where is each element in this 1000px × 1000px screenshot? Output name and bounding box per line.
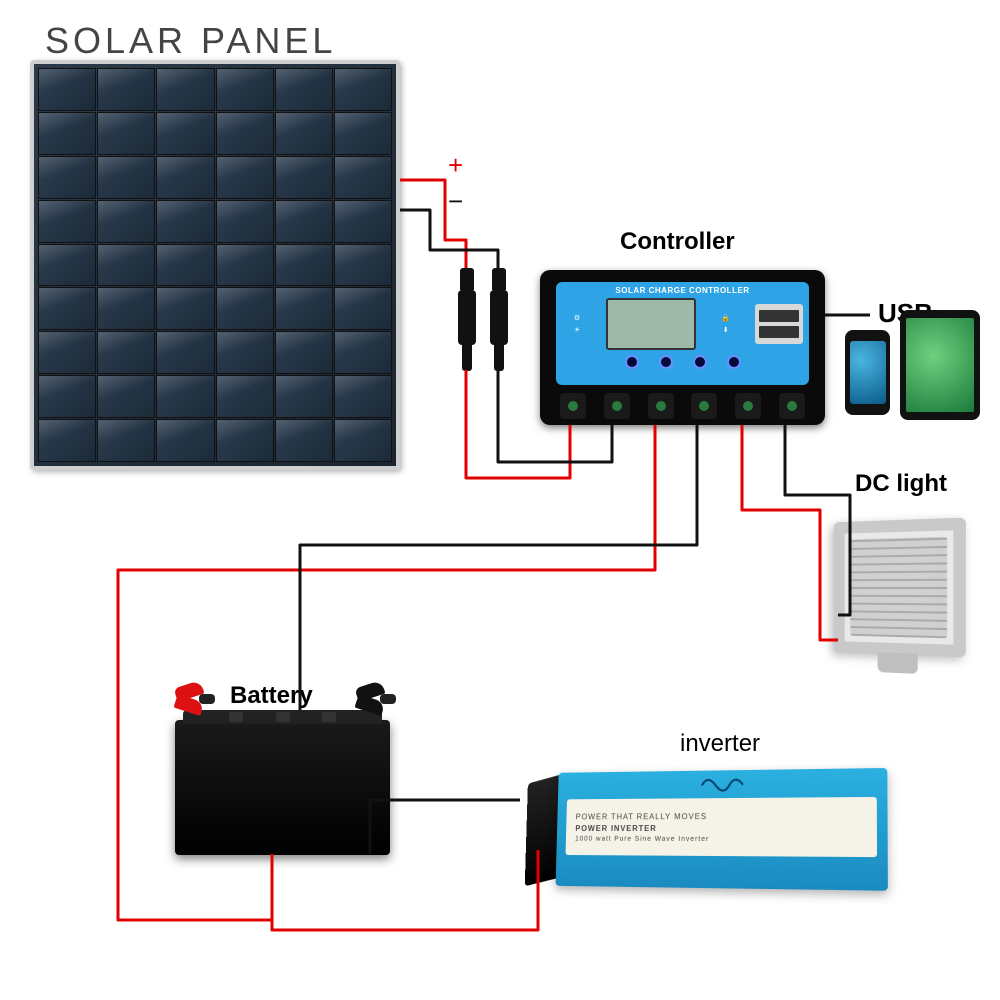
title-label: SOLAR PANEL bbox=[45, 20, 336, 62]
solar-cell bbox=[216, 200, 274, 243]
solar-cell bbox=[334, 244, 392, 287]
controller-icons-left: ⚙☀ bbox=[562, 314, 592, 334]
solar-cell bbox=[334, 112, 392, 155]
wire-bat-inv-pos bbox=[272, 850, 538, 930]
solar-cell bbox=[275, 287, 333, 330]
solar-cell bbox=[334, 419, 392, 462]
wire-ctl-dc-pos bbox=[742, 425, 838, 640]
minus-symbol: − bbox=[448, 186, 463, 217]
solar-cell bbox=[334, 200, 392, 243]
solar-cell bbox=[216, 375, 274, 418]
controller-lcd bbox=[606, 298, 696, 350]
solar-cell bbox=[275, 112, 333, 155]
inverter-line2: POWER INVERTER bbox=[575, 823, 866, 832]
battery-label: Battery bbox=[230, 682, 313, 710]
solar-cell bbox=[216, 156, 274, 199]
solar-cell bbox=[156, 112, 214, 155]
wire-panel-neg bbox=[400, 210, 498, 268]
solar-cell bbox=[97, 375, 155, 418]
solar-cell bbox=[275, 200, 333, 243]
solar-cell bbox=[97, 244, 155, 287]
solar-cell bbox=[216, 68, 274, 111]
plus-symbol: + bbox=[448, 150, 463, 181]
solar-cell bbox=[97, 112, 155, 155]
dc-light-label: DC light bbox=[855, 470, 947, 498]
solar-cell bbox=[38, 419, 96, 462]
solar-cell bbox=[275, 375, 333, 418]
solar-cell bbox=[97, 68, 155, 111]
battery-clip-negative bbox=[352, 682, 394, 726]
solar-cell bbox=[275, 419, 333, 462]
dc-light bbox=[834, 518, 966, 658]
solar-cell bbox=[334, 156, 392, 199]
phone-icon bbox=[845, 330, 890, 415]
wire-bat-inv-neg bbox=[370, 800, 520, 854]
solar-cell bbox=[216, 419, 274, 462]
solar-cell bbox=[97, 331, 155, 374]
battery bbox=[175, 720, 390, 855]
solar-cell bbox=[156, 419, 214, 462]
controller-terminals bbox=[560, 393, 805, 419]
solar-cell bbox=[334, 331, 392, 374]
solar-cell bbox=[38, 331, 96, 374]
solar-cell bbox=[156, 375, 214, 418]
solar-cell bbox=[97, 287, 155, 330]
solar-cell bbox=[216, 244, 274, 287]
solar-cell bbox=[216, 287, 274, 330]
solar-cell bbox=[156, 287, 214, 330]
charge-controller: SOLAR CHARGE CONTROLLER ⚙☀ 🔒⬇ bbox=[540, 270, 825, 425]
controller-header: SOLAR CHARGE CONTROLLER bbox=[615, 286, 749, 295]
solar-cell bbox=[38, 156, 96, 199]
solar-cell bbox=[334, 375, 392, 418]
inverter-label: inverter bbox=[680, 730, 760, 758]
solar-cell bbox=[156, 200, 214, 243]
solar-cell bbox=[216, 112, 274, 155]
solar-cell bbox=[216, 331, 274, 374]
solar-cell bbox=[275, 244, 333, 287]
solar-cell bbox=[334, 68, 392, 111]
controller-buttons bbox=[625, 355, 741, 369]
solar-cell bbox=[275, 156, 333, 199]
sine-wave-icon bbox=[700, 776, 743, 794]
solar-cell bbox=[38, 375, 96, 418]
solar-cell bbox=[156, 331, 214, 374]
usb-ports bbox=[755, 304, 803, 344]
solar-cell bbox=[156, 244, 214, 287]
mc4-connector-pos bbox=[458, 290, 476, 345]
solar-cell bbox=[97, 419, 155, 462]
controller-label: Controller bbox=[620, 228, 735, 256]
inverter-line1: POWER THAT REALLY MOVES bbox=[576, 811, 867, 821]
solar-cell bbox=[38, 200, 96, 243]
solar-cell bbox=[38, 112, 96, 155]
solar-cell bbox=[156, 68, 214, 111]
mc4-connector-neg bbox=[490, 290, 508, 345]
inverter: POWER THAT REALLY MOVES POWER INVERTER 1… bbox=[556, 768, 888, 891]
tablet-icon bbox=[900, 310, 980, 420]
solar-cell bbox=[38, 68, 96, 111]
solar-cell bbox=[38, 244, 96, 287]
solar-cell bbox=[97, 200, 155, 243]
solar-cell bbox=[156, 156, 214, 199]
solar-cell bbox=[275, 68, 333, 111]
battery-clip-positive bbox=[171, 682, 213, 726]
controller-face: SOLAR CHARGE CONTROLLER ⚙☀ 🔒⬇ bbox=[556, 282, 809, 385]
solar-cell bbox=[38, 287, 96, 330]
solar-cell bbox=[275, 331, 333, 374]
solar-panel bbox=[30, 60, 400, 470]
controller-icons-mid: 🔒⬇ bbox=[711, 314, 741, 334]
inverter-line3: 1000 watt Pure Sine Wave Inverter bbox=[575, 835, 866, 843]
solar-cell bbox=[97, 156, 155, 199]
solar-cell bbox=[334, 287, 392, 330]
